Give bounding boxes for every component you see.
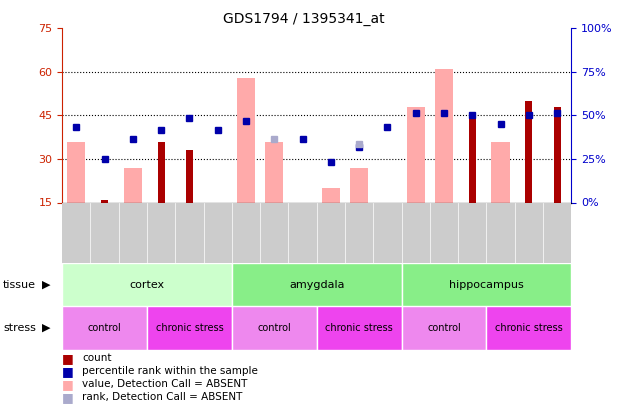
Text: control: control <box>257 323 291 333</box>
Text: chronic stress: chronic stress <box>325 323 393 333</box>
Text: percentile rank within the sample: percentile rank within the sample <box>82 367 258 376</box>
Bar <box>469 115 476 202</box>
Bar <box>186 150 193 202</box>
Text: ▶: ▶ <box>42 279 51 290</box>
Text: tissue: tissue <box>3 279 36 290</box>
Bar <box>317 306 402 350</box>
Bar <box>525 101 532 202</box>
Text: control: control <box>427 323 461 333</box>
Bar <box>158 142 165 202</box>
Text: stress: stress <box>3 323 36 333</box>
Bar <box>237 78 255 202</box>
Text: hippocampus: hippocampus <box>449 279 524 290</box>
Bar <box>322 188 340 202</box>
Bar <box>486 306 571 350</box>
Bar <box>491 142 510 202</box>
Bar <box>265 142 283 202</box>
Bar <box>147 306 232 350</box>
Text: value, Detection Call = ABSENT: value, Detection Call = ABSENT <box>82 379 247 389</box>
Bar <box>124 168 142 202</box>
Text: ■: ■ <box>62 378 74 391</box>
Text: count: count <box>82 354 112 363</box>
Text: cortex: cortex <box>129 279 165 290</box>
Text: ▶: ▶ <box>42 323 51 333</box>
Bar <box>232 263 402 306</box>
Text: amygdala: amygdala <box>289 279 345 290</box>
Bar <box>402 263 571 306</box>
Bar <box>554 107 561 202</box>
Text: ■: ■ <box>62 391 74 404</box>
Text: ■: ■ <box>62 365 74 378</box>
Bar <box>62 263 232 306</box>
Bar <box>101 200 108 202</box>
Bar <box>402 306 486 350</box>
Bar <box>350 168 368 202</box>
Bar <box>407 107 425 202</box>
Bar <box>62 306 147 350</box>
Text: rank, Detection Call = ABSENT: rank, Detection Call = ABSENT <box>82 392 242 402</box>
Text: GDS1794 / 1395341_at: GDS1794 / 1395341_at <box>224 12 385 26</box>
Bar <box>435 69 453 202</box>
Text: chronic stress: chronic stress <box>155 323 224 333</box>
Text: control: control <box>88 323 122 333</box>
Text: ■: ■ <box>62 352 74 365</box>
Bar <box>67 142 86 202</box>
Bar <box>232 306 317 350</box>
Text: chronic stress: chronic stress <box>495 323 563 333</box>
